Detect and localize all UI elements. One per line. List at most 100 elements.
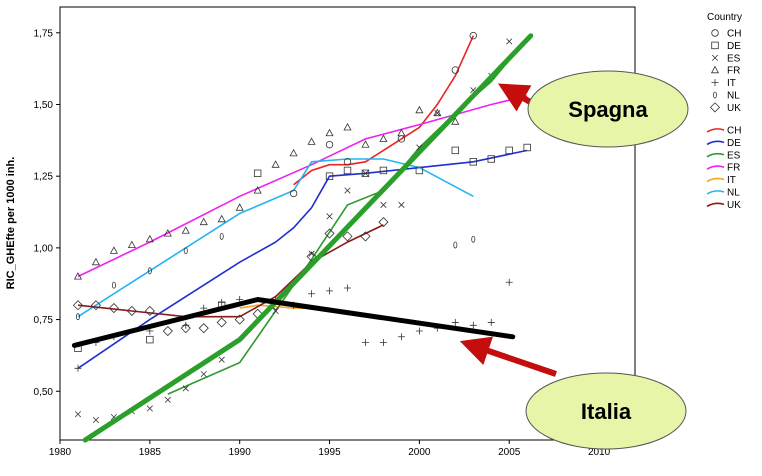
point-it	[326, 287, 334, 295]
x-tick-label: 2005	[498, 447, 521, 458]
point-fr	[109, 246, 118, 254]
point-es	[272, 307, 279, 315]
point-fr	[145, 234, 154, 243]
point-nl	[471, 235, 476, 243]
point-it	[344, 284, 351, 292]
point-uk	[234, 314, 245, 325]
point-de	[379, 166, 388, 175]
x-tick-label: 1980	[49, 447, 72, 458]
overlay-lines	[71, 33, 534, 443]
point-it	[308, 290, 316, 298]
point-ch	[289, 189, 298, 198]
point-es	[506, 38, 513, 45]
y-tick-label: 0,50	[34, 387, 54, 398]
point-de	[343, 166, 352, 175]
legend-title: Country	[707, 12, 742, 23]
legend-marker-label: DE	[727, 41, 741, 52]
point-de	[325, 172, 334, 180]
point-uk	[180, 323, 191, 334]
point-de	[505, 146, 513, 155]
point-it	[361, 339, 369, 347]
legend-marker-label: NL	[727, 91, 740, 102]
trend-line-uk	[77, 224, 384, 318]
point-ch	[325, 140, 334, 149]
legend-marker-it	[711, 79, 719, 87]
point-uk	[162, 325, 173, 337]
y-tick-label: 1,25	[34, 172, 54, 183]
y-axis-label: RIC_GHEfte per 1000 inh.	[5, 157, 17, 290]
point-it	[487, 318, 495, 326]
y-tick-label: 0,75	[34, 315, 54, 326]
point-de	[469, 158, 477, 166]
y-tick-label: 1,00	[34, 243, 54, 254]
point-uk	[378, 217, 389, 228]
legend-line-ch	[706, 128, 725, 133]
point-es	[74, 411, 82, 418]
y-tick-label: 1,50	[34, 100, 54, 111]
point-fr	[253, 186, 262, 194]
x-axis: 1980 1985 1990 1995 2000 2005 2010	[49, 440, 611, 458]
legend-marker-es	[711, 54, 719, 61]
legend-marker-label: ES	[727, 53, 741, 64]
point-es	[362, 170, 369, 177]
legend-marker-label: UK	[727, 103, 741, 114]
legend-marker-label: FR	[727, 66, 740, 77]
point-de	[451, 146, 460, 155]
italia-callout-bubble	[525, 372, 687, 450]
point-it	[469, 321, 477, 329]
point-fr	[199, 217, 208, 226]
point-es	[380, 201, 387, 208]
point-uk	[360, 231, 371, 242]
point-fr	[343, 123, 352, 131]
legend-line-fr	[706, 165, 725, 170]
point-ch	[451, 66, 460, 74]
x-tick-label: 1990	[229, 447, 252, 458]
point-it	[74, 364, 82, 372]
legend-line-de	[706, 140, 725, 146]
legend-line-es	[706, 152, 725, 158]
legend-marker-nl	[713, 91, 718, 99]
point-de	[487, 155, 495, 163]
point-fr	[73, 272, 83, 280]
point-nl	[147, 267, 152, 275]
point-de	[146, 335, 154, 344]
point-it	[200, 304, 208, 312]
x-tick-label: 1985	[139, 447, 162, 458]
point-fr	[433, 108, 442, 117]
point-fr	[91, 257, 101, 266]
point-uk	[72, 300, 84, 311]
legend-line-label: IT	[727, 175, 736, 186]
point-ch	[343, 158, 352, 166]
point-es	[344, 187, 351, 194]
point-nl	[111, 281, 116, 289]
point-fr	[127, 240, 136, 249]
point-fr	[325, 128, 334, 137]
legend-line-label: CH	[727, 126, 741, 137]
spagna-callout-label: Spagna	[568, 97, 648, 122]
point-ch	[469, 31, 477, 40]
x-tick-label: 2010	[588, 447, 611, 458]
point-es	[200, 370, 207, 378]
trend-line-fr	[77, 95, 528, 278]
legend-marker-uk	[709, 102, 721, 113]
point-de	[415, 166, 424, 175]
point-es	[92, 416, 100, 424]
point-fr	[307, 137, 316, 145]
point-it	[415, 327, 423, 335]
italia-overlay-line	[71, 297, 516, 348]
y-tick-label: 1,75	[34, 28, 54, 39]
point-uk	[108, 303, 119, 314]
point-uk	[198, 323, 209, 334]
italia-arrow	[459, 336, 557, 377]
point-it	[379, 339, 387, 347]
point-nl	[75, 313, 80, 321]
point-fr	[451, 117, 460, 125]
point-it	[218, 298, 226, 306]
point-es	[164, 396, 171, 403]
point-fr	[181, 226, 190, 234]
trend-line-ch	[293, 35, 475, 186]
legend-line-label: UK	[727, 200, 741, 211]
point-uk	[324, 228, 335, 239]
point-fr	[289, 148, 298, 157]
italia-callout-label: Italia	[581, 399, 632, 424]
